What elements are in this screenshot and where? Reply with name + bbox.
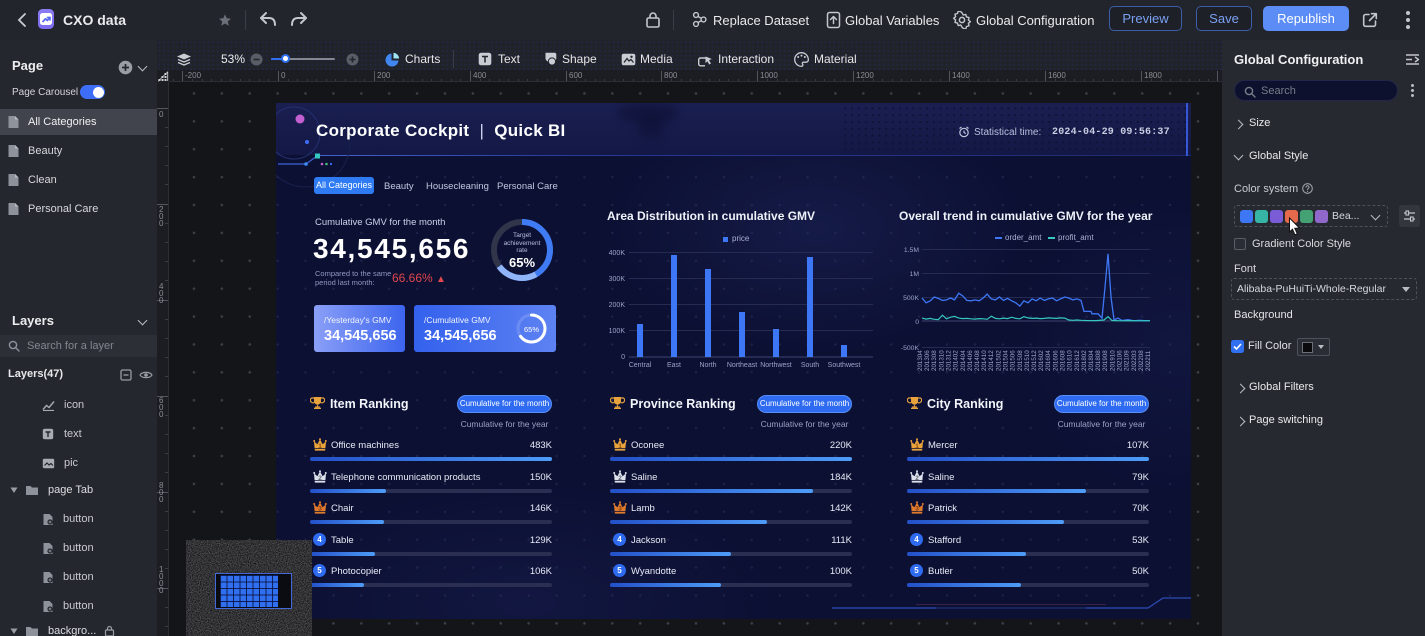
svg-text:201410: 201410 — [981, 350, 988, 371]
svg-text:East: East — [667, 362, 681, 369]
svg-text:200K: 200K — [609, 302, 626, 309]
svg-text:201306: 201306 — [924, 350, 931, 371]
svg-text:Southwest: Southwest — [828, 362, 861, 369]
svg-text:North: North — [699, 362, 716, 369]
svg-text:201802: 201802 — [1081, 350, 1088, 371]
svg-text:201908: 201908 — [1102, 350, 1109, 371]
svg-text:3: 3 — [318, 506, 322, 513]
svg-text:400K: 400K — [609, 250, 626, 257]
svg-text:-500K: -500K — [901, 345, 920, 352]
svg-text:201308: 201308 — [931, 350, 938, 371]
svg-text:201604: 201604 — [1045, 350, 1052, 371]
svg-text:Northeast: Northeast — [727, 362, 757, 369]
svg-text:201804: 201804 — [1088, 350, 1095, 371]
svg-text:201408: 201408 — [974, 350, 981, 371]
svg-text:201910: 201910 — [1109, 350, 1116, 371]
svg-text:2: 2 — [318, 475, 322, 482]
svg-text:201312: 201312 — [946, 350, 953, 371]
svg-text:202109: 202109 — [1124, 350, 1131, 371]
svg-text:201508: 201508 — [1017, 350, 1024, 371]
svg-text:201304: 201304 — [917, 350, 924, 371]
svg-text:0: 0 — [621, 354, 625, 361]
svg-text:201506: 201506 — [1010, 350, 1017, 371]
svg-text:201504: 201504 — [1003, 350, 1010, 371]
svg-text:201406: 201406 — [967, 350, 974, 371]
svg-text:202106: 202106 — [1117, 350, 1124, 371]
svg-text:1: 1 — [618, 443, 622, 450]
svg-text:100K: 100K — [609, 328, 626, 335]
svg-text:201510: 201510 — [1024, 350, 1031, 371]
svg-text:3: 3 — [915, 506, 919, 513]
svg-text:201502: 201502 — [995, 350, 1002, 371]
svg-text:2: 2 — [618, 475, 622, 482]
svg-text:201612: 201612 — [1074, 350, 1081, 371]
svg-text:2: 2 — [915, 475, 919, 482]
svg-text:201412: 201412 — [988, 350, 995, 371]
svg-text:201512: 201512 — [1031, 350, 1038, 371]
svg-text:Central: Central — [629, 362, 652, 369]
svg-text:202203: 202203 — [1131, 350, 1138, 371]
svg-text:201310: 201310 — [938, 350, 945, 371]
svg-text:201808: 201808 — [1095, 350, 1102, 371]
svg-text:201602: 201602 — [1038, 350, 1045, 371]
svg-text:1: 1 — [915, 443, 919, 450]
svg-text:1: 1 — [318, 443, 322, 450]
svg-text:202208: 202208 — [1138, 350, 1145, 371]
svg-text:201610: 201610 — [1067, 350, 1074, 371]
svg-text:201404: 201404 — [960, 350, 967, 371]
svg-text:201606: 201606 — [1052, 350, 1059, 371]
svg-text:201608: 201608 — [1060, 350, 1067, 371]
svg-text:1.5M: 1.5M — [904, 247, 919, 254]
svg-text:South: South — [801, 362, 819, 369]
svg-text:201402: 201402 — [953, 350, 960, 371]
svg-text:1M: 1M — [910, 271, 920, 278]
svg-text:300K: 300K — [609, 276, 626, 283]
svg-text:202211: 202211 — [1145, 350, 1152, 371]
svg-text:3: 3 — [618, 506, 622, 513]
svg-text:Northwest: Northwest — [760, 362, 792, 369]
svg-text:500K: 500K — [903, 295, 919, 302]
svg-text:0: 0 — [915, 319, 919, 326]
